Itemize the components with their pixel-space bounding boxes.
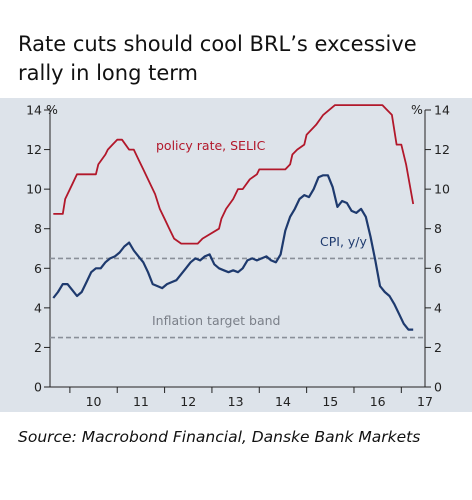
source-note: Source: Macrobond Financial, Danske Bank… bbox=[18, 428, 421, 446]
chart: % % 0 0 2 2 4 4 6 6 8 8 10 10 12 12 14 14 10 11 12 13 14 15 16… bbox=[0, 98, 472, 412]
cpi-label: CPI, y/y bbox=[320, 234, 368, 249]
x-tick-label: 16 bbox=[370, 394, 386, 409]
y-tick-label-right: 8 bbox=[434, 221, 442, 236]
y-tick-label-right: 12 bbox=[434, 142, 450, 157]
left-unit-label: % bbox=[46, 102, 58, 117]
y-tick-label-right: 6 bbox=[434, 261, 442, 276]
y-tick-label-left: 2 bbox=[34, 340, 42, 355]
y-tick-label-left: 0 bbox=[34, 380, 42, 395]
x-tick-label: 17 bbox=[417, 394, 433, 409]
x-tick-label: 11 bbox=[133, 394, 149, 409]
x-tick-label: 12 bbox=[180, 394, 196, 409]
y-tick-label-left: 12 bbox=[26, 142, 42, 157]
y-tick-label-left: 8 bbox=[34, 221, 42, 236]
x-tick-label: 10 bbox=[86, 394, 102, 409]
y-tick-label-right: 0 bbox=[434, 380, 442, 395]
selic-label: policy rate, SELIC bbox=[156, 138, 266, 153]
x-tick-label: 14 bbox=[275, 394, 291, 409]
axes: % % bbox=[46, 102, 426, 388]
ticks: 0 0 2 2 4 4 6 6 8 8 10 10 12 12 14 14 10 11 12 13 14 15 16 17 bbox=[26, 103, 450, 410]
y-tick-label-left: 10 bbox=[26, 182, 42, 197]
target-band-label: Inflation target band bbox=[152, 313, 281, 328]
y-tick-label-right: 10 bbox=[434, 182, 450, 197]
x-tick-label: 13 bbox=[228, 394, 244, 409]
y-tick-label-right: 4 bbox=[434, 300, 442, 315]
y-tick-label-right: 2 bbox=[434, 340, 442, 355]
series-line-cpi bbox=[52, 174, 414, 331]
x-tick-label: 15 bbox=[322, 394, 338, 409]
target-band bbox=[50, 257, 425, 339]
y-tick-label-left: 14 bbox=[26, 103, 42, 118]
chart-svg: % % 0 0 2 2 4 4 6 6 8 8 10 10 12 12 14 14 10 11 12 13 14 15 16… bbox=[0, 98, 472, 412]
chart-title: Rate cuts should cool BRL’s excessive ra… bbox=[18, 32, 417, 85]
series-line-selic bbox=[53, 104, 415, 245]
right-unit-label: % bbox=[411, 102, 423, 117]
y-tick-label-left: 6 bbox=[34, 261, 42, 276]
y-tick-label-right: 14 bbox=[434, 103, 450, 118]
plot-background bbox=[0, 98, 472, 412]
y-tick-label-left: 4 bbox=[34, 300, 42, 315]
